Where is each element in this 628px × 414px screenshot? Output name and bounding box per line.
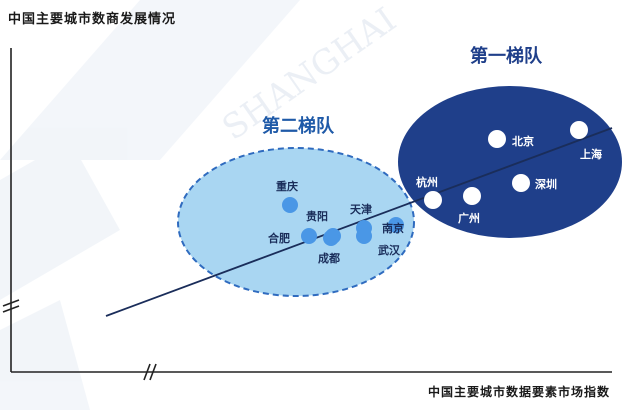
x-axis-label: 中国主要城市数据要素市场指数 [427, 385, 610, 399]
city-label-shenzhen: 深圳 [535, 177, 557, 191]
city-dot-shenzhen [512, 174, 530, 192]
city-label-hangzhou: 杭州 [416, 175, 438, 189]
diagram-title: 中国主要城市数商发展情况 [8, 12, 177, 27]
city-label-shanghai: 上海 [580, 147, 602, 161]
tier1-label: 第一梯队 [470, 45, 543, 67]
city-label-chongqing: 重庆 [276, 179, 298, 193]
city-dot-wuhan [356, 228, 372, 244]
city-label-chengdu: 成都 [318, 251, 340, 265]
watermark-graphic [0, 0, 300, 410]
city-label-wuhan: 武汉 [378, 243, 401, 257]
city-label-tianjin: 天津 [350, 202, 372, 216]
city-dot-beijing [488, 130, 506, 148]
city-dot-hangzhou [424, 191, 442, 209]
city-dot-chongqing [282, 197, 298, 213]
city-dot-guangzhou [463, 187, 481, 205]
tier2-group-ellipse [177, 147, 415, 297]
city-label-guiyang: 贵阳 [306, 209, 328, 223]
city-label-nanjing: 南京 [382, 221, 404, 235]
city-label-hefei: 合肥 [268, 231, 290, 245]
tier2-label: 第二梯队 [262, 115, 335, 137]
axes [2, 48, 612, 381]
city-label-beijing: 北京 [512, 134, 534, 148]
city-dot-nanjing [388, 217, 404, 233]
city-dot-chengdu [323, 230, 339, 246]
city-dot-hefei [301, 228, 317, 244]
city-dot-shanghai [570, 121, 588, 139]
tier1-group-ellipse [398, 86, 622, 238]
city-label-guangzhou: 广州 [458, 211, 480, 225]
